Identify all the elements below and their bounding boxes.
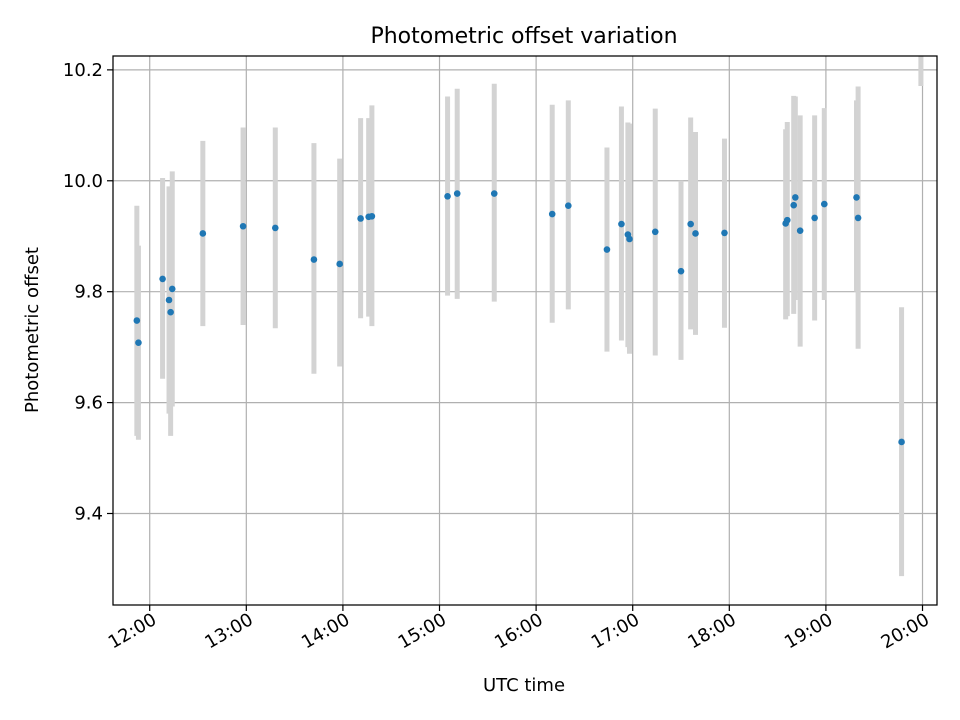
data-point bbox=[271, 224, 279, 232]
y-tick-label: 9.4 bbox=[74, 504, 103, 525]
data-point bbox=[721, 229, 728, 237]
plot-frame bbox=[112, 55, 938, 606]
x-tick-label: 19:00 bbox=[781, 609, 836, 653]
data-point bbox=[453, 190, 461, 197]
data-point bbox=[336, 260, 343, 268]
data-point bbox=[548, 210, 556, 218]
error-bars bbox=[134, 56, 924, 577]
data-point bbox=[444, 193, 451, 200]
data-point bbox=[626, 235, 633, 243]
data-point bbox=[651, 228, 659, 236]
x-tick-label: 14:00 bbox=[298, 609, 353, 653]
y-tick-label: 9.6 bbox=[74, 393, 103, 414]
data-point bbox=[603, 246, 611, 253]
data-point bbox=[368, 212, 376, 220]
data-point bbox=[618, 220, 625, 228]
data-point bbox=[490, 190, 498, 197]
data-point bbox=[199, 230, 207, 237]
data-point bbox=[159, 275, 166, 283]
data-points bbox=[133, 190, 905, 446]
data-point bbox=[811, 214, 818, 222]
x-tick-label: 17:00 bbox=[588, 609, 643, 653]
chart-title: Photometric offset variation bbox=[370, 24, 677, 49]
data-point bbox=[167, 308, 174, 316]
data-point bbox=[687, 220, 694, 228]
data-point bbox=[165, 296, 173, 304]
data-point bbox=[692, 230, 699, 237]
data-point bbox=[792, 194, 799, 201]
data-point bbox=[135, 339, 142, 347]
data-point bbox=[310, 256, 318, 263]
x-tick-label: 15:00 bbox=[395, 609, 450, 653]
y-tick-label: 10.2 bbox=[63, 60, 103, 81]
data-point bbox=[168, 285, 176, 293]
data-point bbox=[565, 202, 572, 210]
y-axis-label: Photometric offset bbox=[22, 247, 43, 413]
x-tick-label: 18:00 bbox=[684, 609, 739, 653]
data-point bbox=[854, 214, 862, 222]
y-tick-label: 9.8 bbox=[74, 282, 103, 303]
data-point bbox=[133, 317, 141, 324]
data-point bbox=[820, 200, 828, 208]
x-tick-label: 20:00 bbox=[878, 609, 933, 653]
data-point bbox=[796, 227, 804, 234]
data-point bbox=[783, 216, 791, 224]
x-axis-label: UTC time bbox=[483, 675, 565, 696]
data-point bbox=[898, 438, 905, 446]
data-point bbox=[853, 194, 860, 201]
data-point bbox=[239, 222, 247, 230]
y-tick-label: 10.0 bbox=[63, 171, 103, 192]
x-tick-label: 13:00 bbox=[201, 609, 256, 653]
x-tick-label: 16:00 bbox=[491, 609, 546, 653]
data-point bbox=[677, 267, 685, 275]
data-point bbox=[357, 215, 364, 222]
x-tick-label: 12:00 bbox=[105, 609, 160, 653]
data-point bbox=[790, 201, 798, 209]
